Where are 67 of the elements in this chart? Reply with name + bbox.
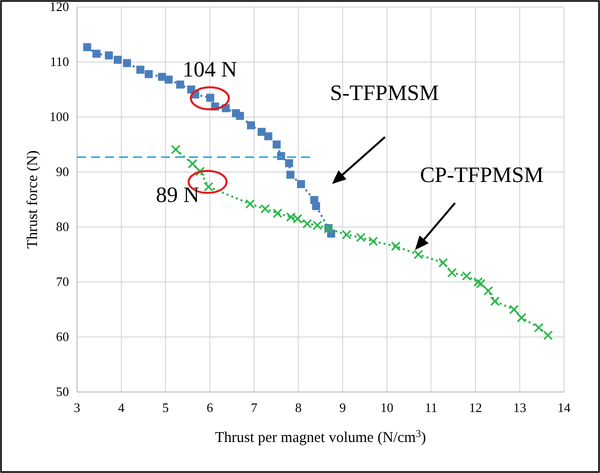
point — [534, 322, 544, 332]
y-tick-label: 70 — [56, 274, 69, 289]
point — [272, 208, 282, 218]
x-tick-label: 6 — [206, 400, 214, 415]
point — [176, 80, 184, 89]
point — [92, 50, 100, 58]
x-tick-label: 7 — [250, 400, 258, 415]
point — [245, 199, 255, 209]
x-tick-label: 8 — [295, 400, 302, 415]
point — [462, 271, 472, 281]
point — [490, 296, 500, 306]
point — [414, 250, 424, 260]
y-tick-label: 100 — [50, 109, 69, 124]
point — [260, 204, 270, 214]
point — [368, 236, 378, 246]
point — [204, 182, 214, 192]
point — [342, 230, 352, 240]
text: S-TFPMSM — [330, 80, 439, 105]
point — [170, 144, 181, 154]
y-tick-label: 50 — [56, 384, 69, 399]
x-tick-label: 13 — [513, 400, 526, 415]
y-tick-label: 90 — [56, 164, 69, 179]
point — [447, 268, 457, 278]
point — [144, 70, 153, 78]
point — [473, 277, 483, 287]
point — [236, 112, 244, 120]
point — [297, 180, 306, 188]
point — [438, 258, 448, 268]
point — [483, 286, 494, 296]
annotation: 104 N — [182, 56, 238, 82]
point — [264, 132, 272, 140]
point — [312, 202, 320, 210]
point — [114, 56, 122, 64]
point — [356, 232, 366, 242]
x-tick-label: 5 — [162, 400, 169, 415]
point — [123, 59, 132, 68]
x-tick-label: 10 — [380, 400, 394, 415]
x-axis-title: Thrust per magnet volume (N/cm$^{3}$) — [214, 428, 426, 446]
text: CP-TFPMSM — [420, 162, 544, 187]
point — [246, 121, 255, 130]
x-tick-label: 11 — [424, 400, 438, 415]
point — [543, 330, 553, 340]
point — [272, 140, 281, 148]
point — [516, 312, 526, 323]
point — [390, 241, 401, 252]
point — [83, 43, 92, 52]
point — [164, 76, 173, 84]
y-tick-label: 110 — [50, 54, 69, 69]
y-tick-label: 60 — [56, 329, 69, 344]
point — [195, 166, 205, 176]
y-axis-title: Thrust force (N) — [25, 150, 41, 249]
point — [136, 66, 144, 74]
point — [285, 159, 294, 168]
point — [104, 51, 113, 60]
annotation: 89 N — [156, 182, 200, 207]
y-tick-label: 80 — [56, 219, 69, 234]
x-tick-label: 3 — [74, 400, 80, 415]
point — [258, 128, 266, 136]
x-tick-label: 14 — [558, 400, 571, 415]
point — [286, 170, 294, 179]
point — [509, 304, 519, 314]
x-tick-label: 4 — [118, 400, 126, 415]
point — [476, 278, 486, 288]
point — [188, 158, 198, 169]
x-tick-label: 9 — [339, 400, 346, 415]
y-tick-label: 120 — [50, 0, 69, 14]
x-tick-label: 12 — [468, 400, 482, 415]
